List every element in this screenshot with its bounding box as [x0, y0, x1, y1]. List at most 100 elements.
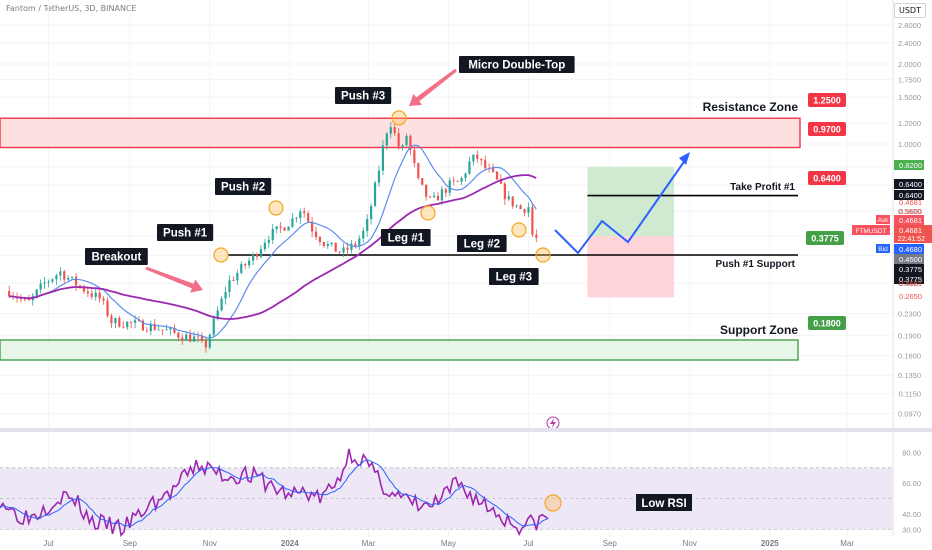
candle	[181, 337, 184, 341]
candle	[511, 196, 514, 207]
candle	[440, 189, 444, 201]
candle	[448, 180, 451, 193]
candle	[377, 170, 381, 183]
candle	[287, 226, 290, 231]
scale-bid-box	[876, 244, 890, 253]
candle	[165, 329, 168, 331]
candle	[102, 298, 105, 301]
candle	[460, 178, 463, 182]
candle	[55, 275, 58, 280]
candle	[326, 244, 329, 247]
candle	[432, 195, 436, 198]
candle	[251, 254, 255, 261]
candle	[137, 320, 141, 322]
arrow-breakout-shape	[145, 266, 204, 293]
candle	[200, 336, 204, 341]
candle	[515, 205, 518, 207]
candle	[118, 318, 121, 327]
candle	[491, 168, 495, 172]
profit-target-box	[587, 166, 675, 237]
scale-stop-box	[894, 291, 924, 301]
candle	[189, 334, 192, 342]
candle	[393, 127, 396, 134]
scale-bid-value-box	[894, 244, 924, 254]
candle	[421, 178, 424, 185]
x-tick-label: Jul	[43, 539, 53, 548]
candle	[362, 230, 365, 239]
candle	[385, 133, 388, 146]
candle	[417, 163, 420, 179]
candle	[373, 182, 377, 207]
arrow-breakout	[145, 266, 204, 293]
label-leg-1: Leg #1	[388, 233, 425, 245]
label-leg-1-box	[381, 229, 431, 246]
candle	[307, 213, 310, 222]
tag-resistance-top: 1.2500	[813, 96, 841, 106]
candle	[240, 264, 243, 273]
pivot-marker	[391, 110, 407, 126]
candle	[43, 282, 46, 284]
candle	[283, 227, 286, 231]
candle	[82, 286, 86, 292]
candle	[204, 340, 207, 348]
candle	[314, 231, 318, 238]
candle	[141, 320, 145, 331]
candle	[318, 237, 322, 242]
tag-resistance-bottom-box	[808, 122, 846, 136]
x-tick-label: Mar	[840, 539, 854, 548]
candle	[354, 243, 357, 246]
pivot-marker	[511, 222, 527, 238]
y-tick-label: 0.5600	[898, 207, 921, 216]
candle	[271, 228, 274, 240]
candle	[405, 135, 408, 146]
label-support-zone: Support Zone	[720, 323, 798, 337]
candle	[196, 336, 200, 338]
candle	[133, 320, 137, 323]
ma-fast-line	[9, 144, 537, 339]
scale-label-c: 0.4681	[899, 279, 922, 288]
candle	[499, 179, 503, 184]
scale-tp-b-box	[894, 190, 924, 200]
label-push-1: Push #1	[163, 228, 208, 240]
scale-tp-b: 0.6400	[899, 191, 922, 200]
y-tick-label: 1.0000	[898, 140, 921, 149]
candle	[484, 160, 487, 169]
candle	[212, 318, 215, 335]
candle	[126, 321, 129, 328]
candle	[330, 242, 333, 245]
candle	[369, 206, 373, 219]
candle	[63, 271, 66, 280]
currency-unit-button[interactable]: USDT	[894, 3, 926, 18]
candle	[220, 298, 223, 311]
candle	[169, 328, 172, 330]
tag-take-profit-box	[808, 171, 846, 185]
arrow-micro-double-top-shape	[408, 68, 457, 106]
scale-tp-a: 0.6400	[899, 180, 922, 189]
candle	[23, 298, 27, 300]
x-tick-label: 2024	[281, 539, 299, 548]
label-resistance-zone: Resistance Zone	[703, 100, 799, 114]
candle	[267, 239, 270, 243]
y-tick-label: 2.4000	[898, 39, 921, 48]
scale-support-a-box	[894, 264, 924, 274]
label-micro-double-top: Micro Double-Top	[468, 60, 565, 72]
label-leg-2: Leg #2	[464, 239, 500, 251]
candle	[35, 289, 38, 296]
chart-title: Fantom / TetherUS, 3D, BINANCE	[6, 4, 137, 13]
rsi-low-marker	[544, 494, 562, 512]
scale-ask-value-box	[894, 215, 924, 225]
candle	[74, 276, 78, 286]
candle	[468, 161, 471, 174]
label-leg-3-box	[489, 268, 539, 285]
candle	[436, 195, 440, 201]
scale-entry: 0.4500	[899, 255, 922, 264]
candle	[47, 281, 50, 283]
candle	[248, 260, 251, 266]
candle	[291, 218, 294, 227]
candle	[216, 310, 219, 319]
candle	[310, 221, 314, 232]
x-tick-label: 2025	[761, 539, 779, 548]
candle	[397, 133, 400, 147]
scale-bid-value: 0.4680	[899, 245, 922, 254]
